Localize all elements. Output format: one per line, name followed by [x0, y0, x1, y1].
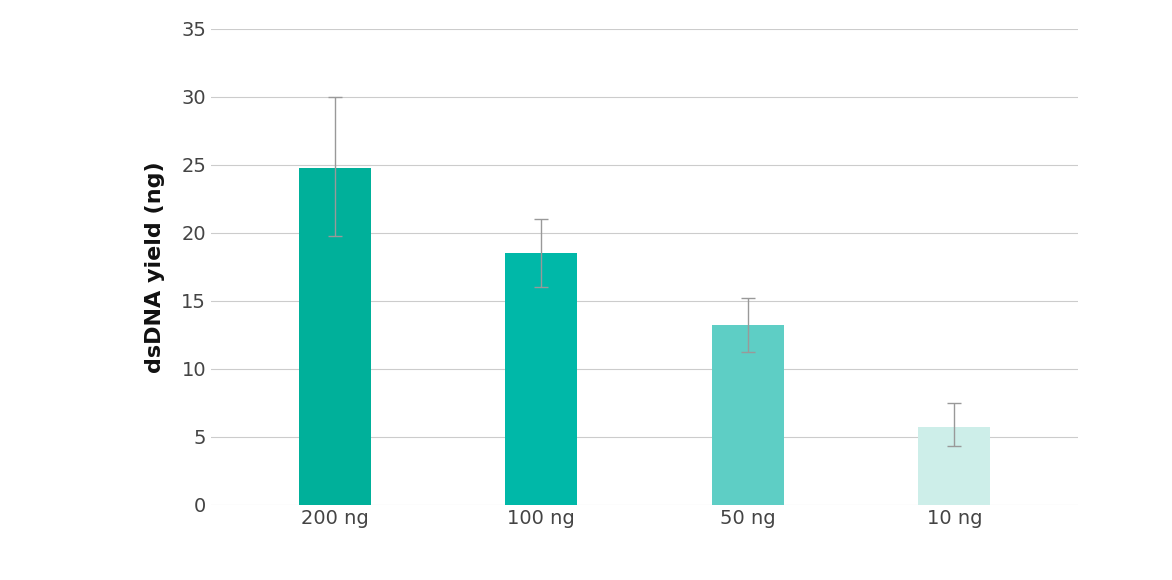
Bar — [505, 253, 578, 505]
Bar — [711, 325, 784, 505]
Bar — [918, 427, 990, 505]
Bar — [299, 168, 372, 505]
Y-axis label: dsDNA yield (ng): dsDNA yield (ng) — [144, 161, 164, 372]
